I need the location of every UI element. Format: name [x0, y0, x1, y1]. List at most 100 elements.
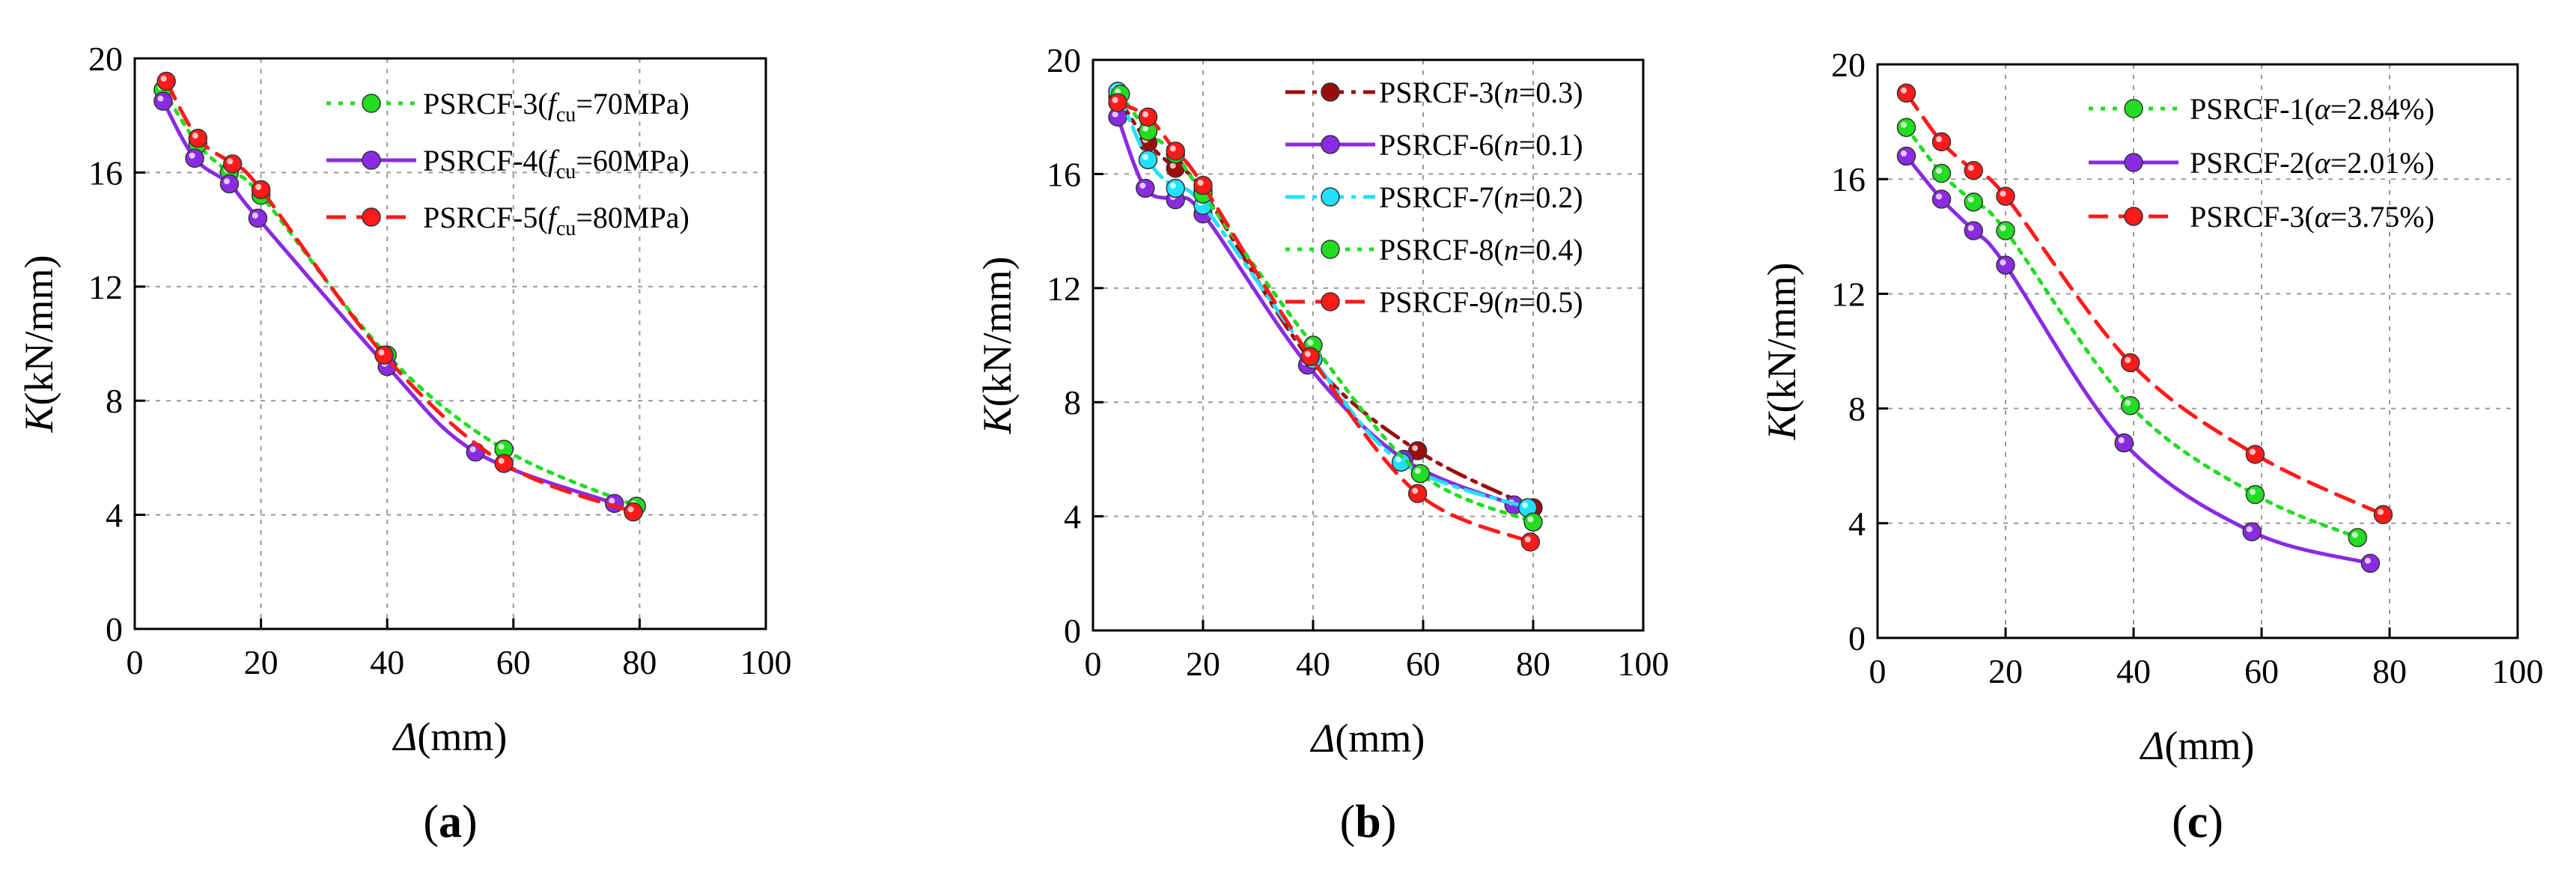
- data-point-highlight: [1936, 168, 1942, 174]
- y-tick-label: 4: [1848, 505, 1866, 543]
- data-point: [1896, 83, 1916, 103]
- y-tick-label: 12: [1047, 270, 1081, 308]
- legend-label: PSRCF-6(n=0.1): [1379, 128, 1583, 162]
- data-point-highlight: [609, 497, 615, 504]
- data-point-highlight: [2249, 489, 2256, 495]
- y-tick-label: 0: [106, 610, 123, 648]
- y-tick-label: 8: [1848, 390, 1866, 428]
- data-point: [1896, 118, 1916, 138]
- x-tick-label: 60: [496, 643, 531, 681]
- series-line: [1118, 92, 1535, 524]
- legend-label: PSRCF-5(fcu=80MPa): [423, 201, 689, 240]
- data-point-highlight: [1900, 121, 1907, 128]
- data-point-highlight: [2000, 225, 2006, 231]
- series-1: [1896, 118, 2367, 547]
- data-point-highlight: [1115, 88, 1121, 95]
- data-point-highlight: [469, 446, 476, 453]
- panel-label: (b): [1340, 797, 1397, 848]
- y-tick-label: 4: [1064, 498, 1081, 536]
- data-point: [1996, 221, 2015, 240]
- legend-label: PSRCF-7(n=0.2): [1379, 180, 1583, 214]
- data-point: [1407, 484, 1428, 503]
- x-tick-label: 20: [1988, 652, 2023, 690]
- data-point: [1964, 160, 1983, 180]
- data-point-highlight: [1197, 180, 1204, 186]
- x-axis-title: Δ(mm): [392, 714, 508, 759]
- data-point-highlight: [189, 152, 195, 159]
- series-line: [161, 88, 639, 508]
- data-point-highlight: [1527, 516, 1534, 523]
- data-point: [251, 180, 271, 200]
- legend-entry: PSRCF-6(n=0.1): [1285, 128, 1583, 162]
- legend-label: PSRCF-3(α=3.75%): [2190, 200, 2435, 234]
- data-point-highlight: [1169, 162, 1176, 169]
- legend-label: PSRCF-1(α=2.84%): [2190, 92, 2435, 126]
- data-point: [1410, 463, 1431, 484]
- data-point: [1964, 221, 1983, 240]
- data-point: [1138, 150, 1158, 170]
- data-point: [1108, 93, 1127, 112]
- data-point-highlight: [2249, 448, 2256, 455]
- legend-marker: [1321, 292, 1340, 311]
- legend-label: PSRCF-4(fcu=60MPa): [423, 144, 689, 183]
- panel-label: (a): [423, 797, 477, 848]
- data-point-highlight: [2377, 508, 2384, 515]
- series-1: [153, 80, 646, 516]
- x-tick-label: 60: [2244, 652, 2279, 690]
- legend-entry: PSRCF-3(α=3.75%): [2089, 200, 2435, 234]
- legend-marker: [362, 207, 381, 227]
- legend-entry: PSRCF-7(n=0.2): [1285, 180, 1583, 214]
- data-point-highlight: [1936, 193, 1942, 200]
- data-point-highlight: [2246, 526, 2253, 532]
- data-point: [624, 502, 643, 522]
- data-point-highlight: [1142, 125, 1148, 132]
- series-line: [1115, 95, 1535, 510]
- y-tick-label: 12: [1831, 275, 1866, 313]
- data-point-highlight: [498, 443, 505, 450]
- legend-marker: [362, 150, 381, 170]
- series-3: [1896, 83, 2393, 525]
- series-line: [164, 79, 636, 514]
- y-tick-label: 16: [1047, 155, 1081, 193]
- x-tick-label: 80: [2372, 652, 2407, 690]
- data-point-highlight: [1967, 165, 1974, 171]
- data-point-highlight: [1169, 145, 1176, 152]
- data-point-highlight: [2351, 532, 2358, 538]
- data-point-highlight: [1304, 350, 1311, 357]
- data-point: [2242, 522, 2262, 542]
- legend-entry: PSRCF-3(n=0.3): [1285, 76, 1583, 109]
- data-point-highlight: [627, 506, 634, 513]
- data-point-highlight: [1524, 536, 1531, 543]
- legend-entry: PSRCF-2(α=2.01%): [2089, 146, 2435, 180]
- y-tick-label: 0: [1064, 612, 1081, 650]
- series-5: [1108, 93, 1541, 552]
- data-point: [248, 208, 268, 228]
- data-point-highlight: [1112, 111, 1118, 118]
- data-point: [2120, 353, 2140, 373]
- data-point-highlight: [2125, 400, 2131, 407]
- x-tick-label: 0: [1869, 652, 1887, 690]
- legend-label: PSRCF-8(n=0.4): [1379, 233, 1583, 267]
- data-point: [1931, 132, 1952, 152]
- data-point: [156, 71, 176, 91]
- legend-marker: [2124, 153, 2143, 172]
- data-point: [185, 148, 204, 168]
- data-point-highlight: [1112, 97, 1118, 103]
- data-point: [2360, 553, 2381, 574]
- legend-marker: [2124, 99, 2143, 118]
- legend-entry: PSRCF-8(n=0.4): [1285, 233, 1583, 267]
- data-point-highlight: [157, 95, 164, 102]
- data-point: [1996, 255, 2015, 275]
- data-point: [1996, 186, 2015, 206]
- y-tick-label: 0: [1848, 619, 1866, 657]
- y-tick-label: 8: [1064, 383, 1081, 422]
- panel-label: (c): [2172, 797, 2223, 848]
- y-tick-label: 20: [1047, 41, 1081, 79]
- legend-marker: [1321, 82, 1340, 102]
- data-point-highlight: [2364, 557, 2371, 564]
- data-point: [1896, 146, 1916, 166]
- data-point-highlight: [1412, 445, 1419, 451]
- data-point-highlight: [1936, 136, 1942, 142]
- data-point: [2245, 484, 2265, 505]
- series-line: [1115, 100, 1532, 544]
